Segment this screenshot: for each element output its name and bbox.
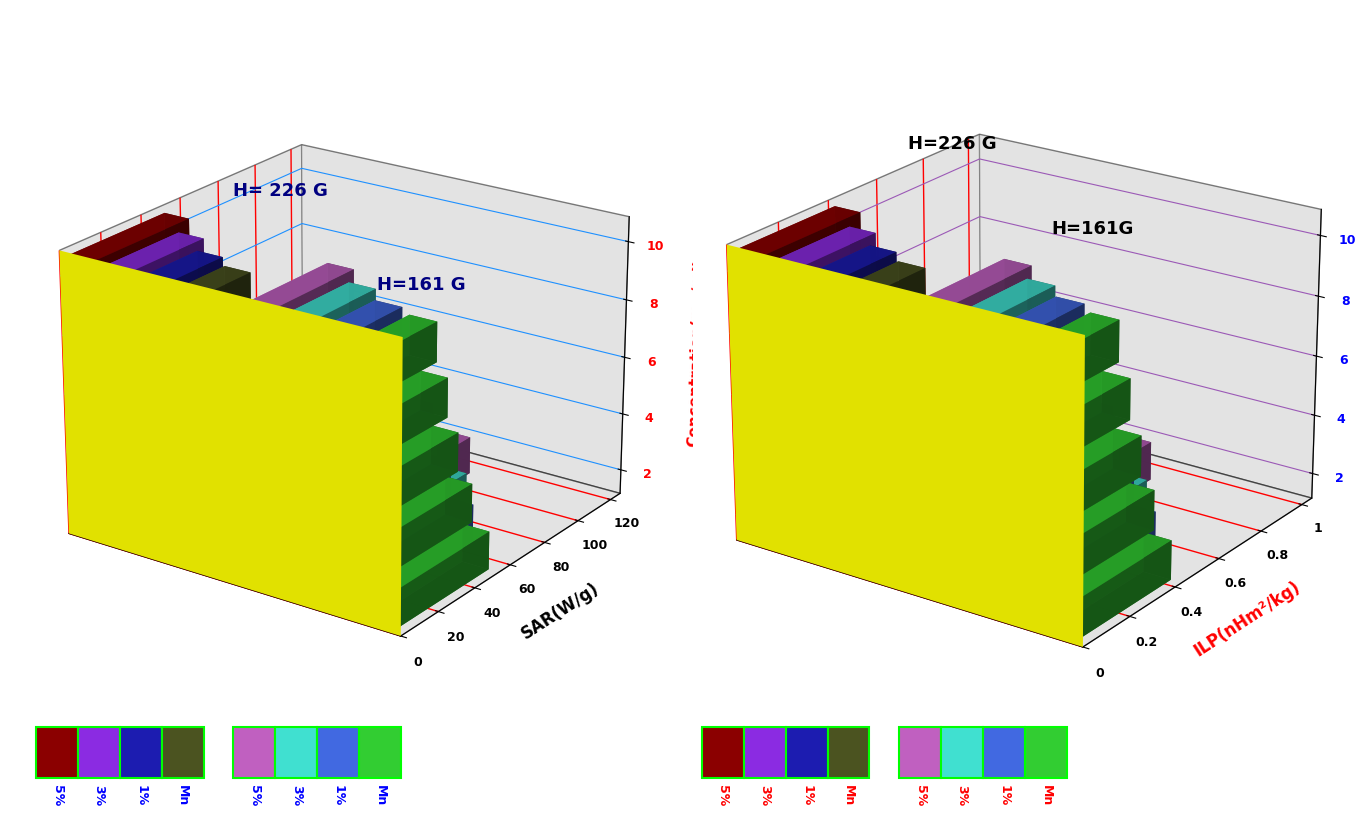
Text: 3%: 3%	[92, 785, 106, 806]
Text: Mn: Mn	[1040, 784, 1052, 806]
Text: Mn: Mn	[843, 784, 855, 806]
Text: 3%: 3%	[289, 785, 303, 806]
FancyBboxPatch shape	[786, 727, 828, 778]
FancyBboxPatch shape	[162, 727, 204, 778]
FancyBboxPatch shape	[900, 727, 942, 778]
Text: 5%: 5%	[716, 784, 730, 806]
Text: 5%: 5%	[247, 784, 261, 806]
Text: H=161G: H=161G	[1052, 220, 1135, 238]
Text: 1%: 1%	[800, 784, 813, 806]
Text: H= 226 G: H= 226 G	[234, 182, 329, 200]
FancyBboxPatch shape	[983, 727, 1025, 778]
Text: 1%: 1%	[332, 784, 345, 806]
FancyBboxPatch shape	[942, 727, 983, 778]
Text: 5%: 5%	[50, 784, 64, 806]
Text: H=161 G: H=161 G	[378, 276, 466, 294]
FancyBboxPatch shape	[276, 727, 317, 778]
FancyBboxPatch shape	[120, 727, 162, 778]
FancyBboxPatch shape	[37, 727, 77, 778]
Y-axis label: SAR(W/g): SAR(W/g)	[518, 580, 603, 643]
Text: Mn: Mn	[177, 784, 189, 806]
Text: 1%: 1%	[135, 784, 147, 806]
FancyBboxPatch shape	[317, 727, 359, 778]
Text: Mn: Mn	[374, 784, 386, 806]
FancyBboxPatch shape	[1025, 727, 1067, 778]
Text: H=226 G: H=226 G	[908, 135, 998, 153]
Y-axis label: ILP(nHm²/kg): ILP(nHm²/kg)	[1192, 578, 1305, 660]
Text: 1%: 1%	[998, 784, 1011, 806]
FancyBboxPatch shape	[77, 727, 120, 778]
Text: 3%: 3%	[758, 785, 772, 806]
FancyBboxPatch shape	[828, 727, 870, 778]
FancyBboxPatch shape	[703, 727, 743, 778]
Text: 3%: 3%	[955, 785, 969, 806]
Text: 5%: 5%	[913, 784, 927, 806]
FancyBboxPatch shape	[743, 727, 786, 778]
FancyBboxPatch shape	[359, 727, 401, 778]
FancyBboxPatch shape	[234, 727, 276, 778]
